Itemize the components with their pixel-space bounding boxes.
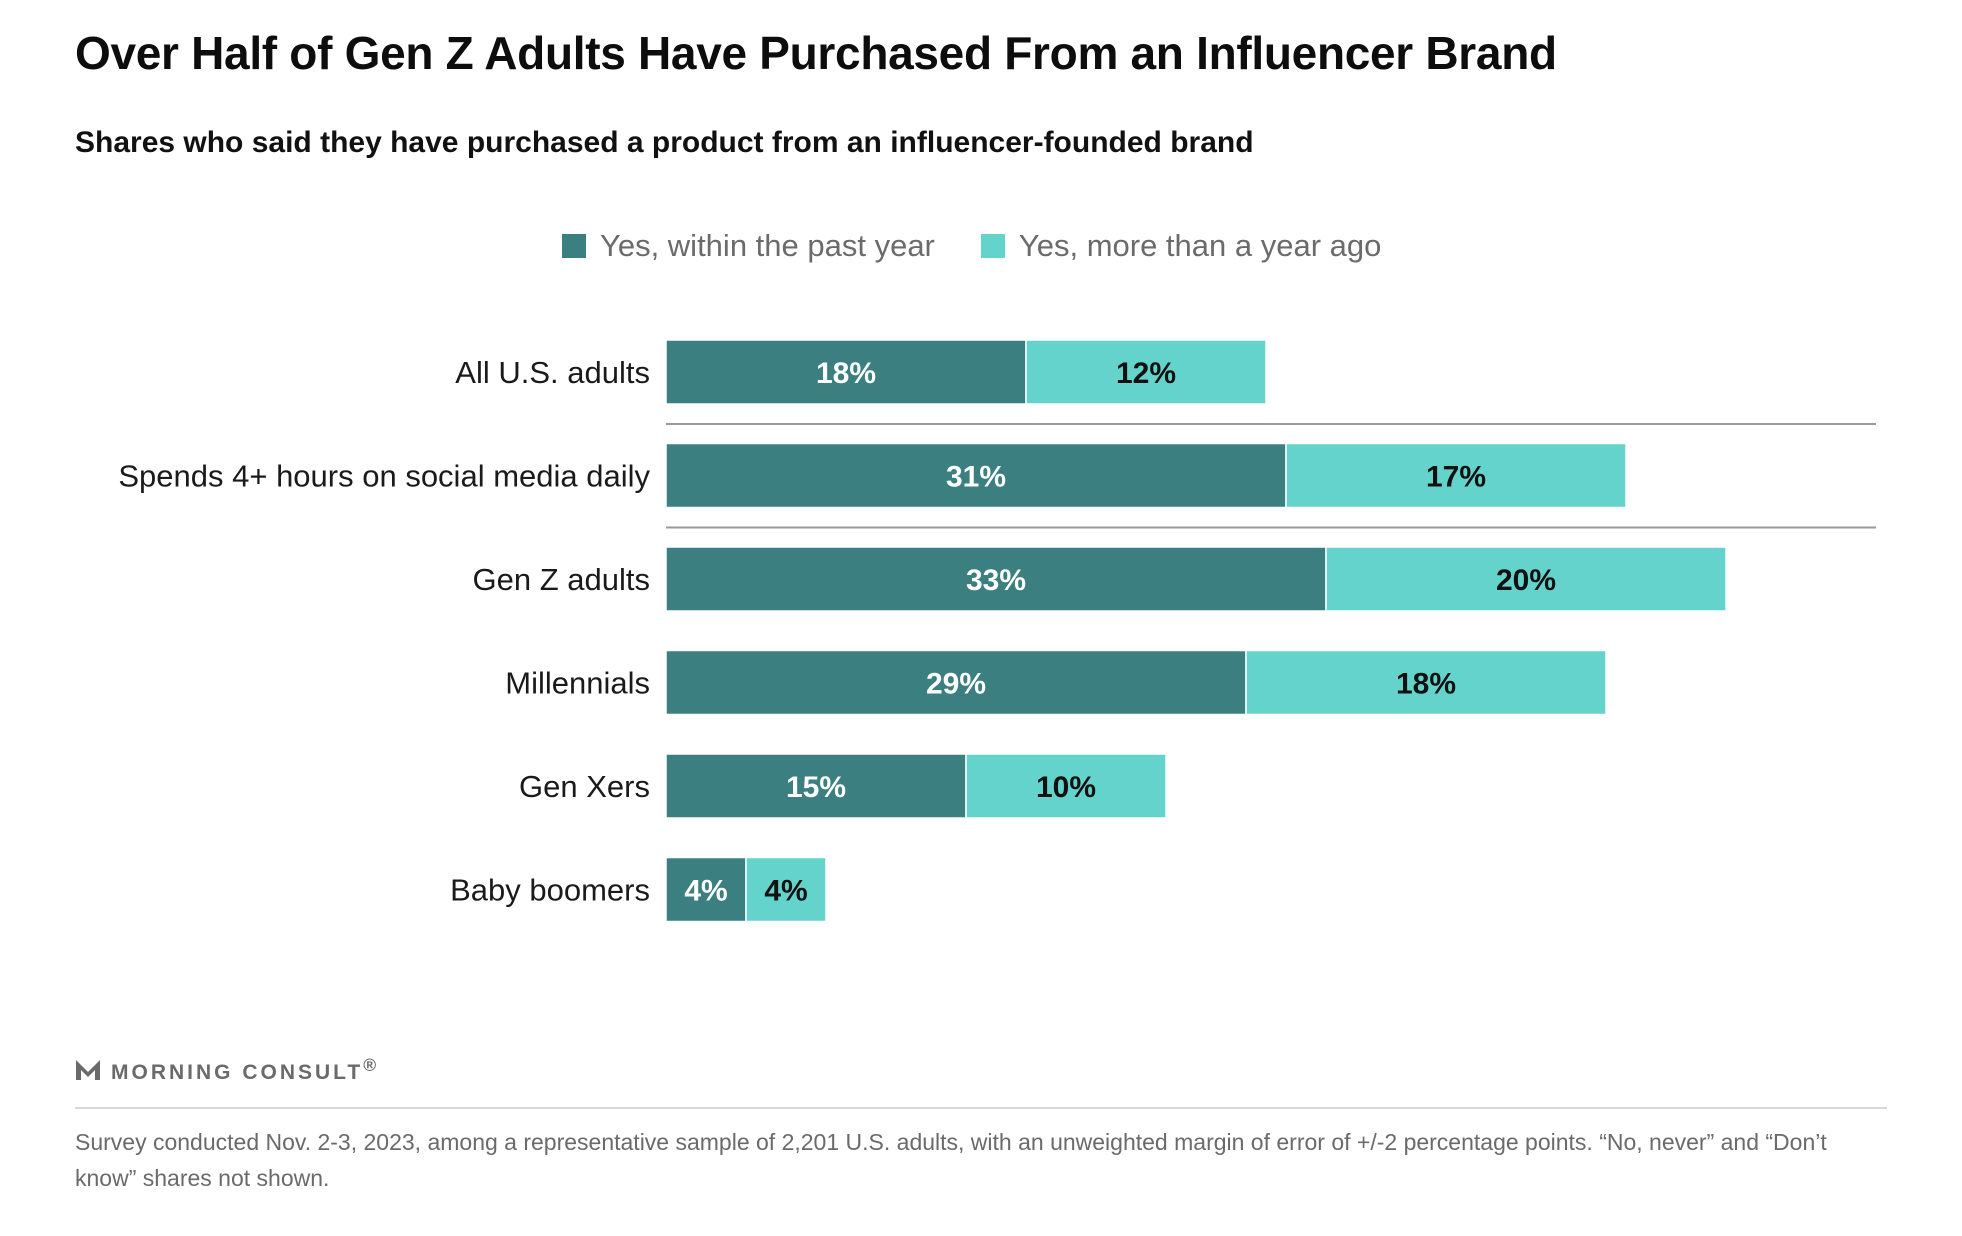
bar-gen-xers-series-2 <box>965 753 1167 819</box>
category-label-gen-xers: Gen Xers <box>519 769 650 804</box>
legend-item-past-year: Yes, within the past year <box>562 228 935 264</box>
data-label-spends-4-hours-on-social-media-daily-series-2: 17% <box>1426 461 1486 494</box>
data-label-millennials-series-1: 29% <box>926 668 986 701</box>
data-label-all-u-s-adults-series-1: 18% <box>816 357 876 390</box>
data-label-gen-xers-series-2: 10% <box>1036 771 1096 804</box>
bar-gen-z-adults-series-2 <box>1325 546 1727 612</box>
category-label-millennials: Millennials <box>505 666 650 701</box>
legend-swatch-past-year <box>562 234 586 258</box>
stacked-bar-chart: All U.S. adults 18% 12% Spends 4+ hours on … <box>118 339 1876 923</box>
legend-label-more-than-year: Yes, more than a year ago <box>1018 228 1382 263</box>
category-label-all-u-s-adults: All U.S. adults <box>455 355 650 390</box>
data-label-baby-boomers-series-2: 4% <box>764 875 807 908</box>
legend-item-more-than-year: Yes, more than a year ago <box>980 228 1382 264</box>
bar-spends-4-hours-on-social-media-daily-series-2 <box>1285 442 1627 509</box>
footer-divider <box>75 1107 1887 1109</box>
legend: Yes, within the past year Yes, more than… <box>562 228 1427 264</box>
data-label-all-u-s-adults-series-2: 12% <box>1116 357 1176 390</box>
bar-all-u-s-adults-series-2 <box>1025 339 1267 405</box>
brand-logo: MORNING CONSULT® <box>75 1055 379 1085</box>
morning-consult-logo-icon <box>76 1060 100 1080</box>
data-label-gen-xers-series-1: 15% <box>786 771 846 804</box>
data-label-millennials-series-2: 18% <box>1396 668 1456 701</box>
data-label-spends-4-hours-on-social-media-daily-series-1: 31% <box>946 461 1006 494</box>
chart-title: Over Half of Gen Z Adults Have Purchased… <box>75 27 1557 79</box>
category-label-gen-z-adults: Gen Z adults <box>473 562 650 597</box>
chart-subtitle: Shares who said they have purchased a pr… <box>75 126 1254 159</box>
bar-gen-xers-series-1 <box>665 753 967 819</box>
legend-label-past-year: Yes, within the past year <box>600 228 935 263</box>
bar-baby-boomers-series-2 <box>745 856 827 923</box>
category-label-spends-4-hours-on-social-media-daily: Spends 4+ hours on social media daily <box>118 459 650 494</box>
bar-baby-boomers-series-1 <box>665 856 747 923</box>
data-label-gen-z-adults-series-1: 33% <box>966 564 1026 597</box>
bar-spends-4-hours-on-social-media-daily-series-1 <box>665 442 1287 509</box>
brand-registered-mark: ® <box>363 1055 380 1075</box>
legend-swatch-more-than-year <box>980 234 1005 258</box>
bar-millennials-series-2 <box>1245 649 1607 716</box>
brand-name: MORNING CONSULT® <box>111 1055 380 1084</box>
data-label-baby-boomers-series-1: 4% <box>684 875 727 908</box>
bar-all-u-s-adults-series-1 <box>665 339 1027 405</box>
survey-note: Survey conducted Nov. 2-3, 2023, among a… <box>75 1129 1827 1191</box>
category-label-baby-boomers: Baby boomers <box>450 873 650 908</box>
data-label-gen-z-adults-series-2: 20% <box>1496 564 1556 597</box>
